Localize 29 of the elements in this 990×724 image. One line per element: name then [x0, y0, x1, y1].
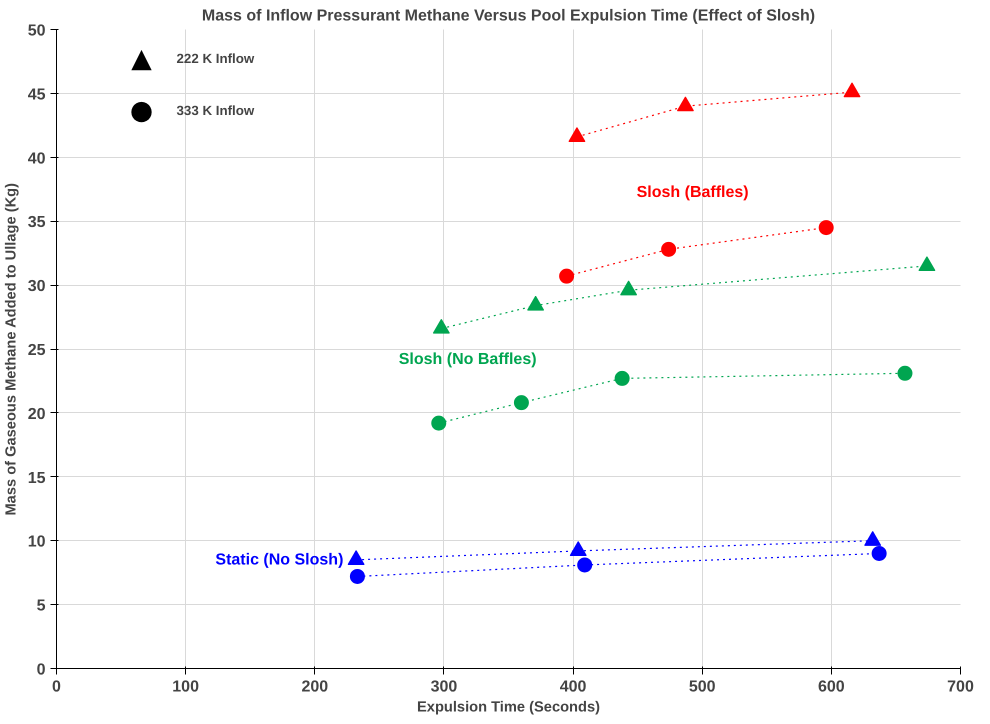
series-label: Static (No Slosh) [215, 551, 344, 568]
y-tick-label: 35 [28, 214, 46, 232]
x-tick-label: 700 [947, 678, 974, 696]
y-tick-label: 0 [36, 662, 46, 678]
series-label: Slosh (No Baffles) [398, 351, 537, 368]
x-tick-label: 500 [688, 678, 716, 696]
y-axis-title: Mass of Gaseous Methane Added to Ullage (Kg) [4, 182, 20, 516]
x-tick-label: 0 [52, 678, 62, 696]
x-tick-label: 400 [560, 678, 587, 696]
y-tick-label: 50 [28, 22, 46, 40]
y-tick-label: 30 [28, 278, 46, 296]
chart-title: Mass of Inflow Pressurant Methane Versus Pool Expulsion Time (Effect of Slosh) [202, 8, 816, 24]
y-tick-label: 5 [36, 598, 46, 615]
annotation: 222 K Inflow [176, 51, 255, 66]
y-tick-label: 45 [28, 86, 46, 104]
x-tick-label: 200 [301, 678, 328, 696]
annotation: ▲ [131, 43, 152, 74]
x-tick-label: 300 [430, 678, 458, 696]
x-axis-title: Expulsion Time (Seconds) [417, 700, 600, 716]
text: Slosh (Baffles) [636, 184, 749, 202]
y-tick-label: 20 [28, 406, 46, 423]
annotation: ● [130, 95, 154, 126]
y-tick-label: 15 [28, 470, 46, 487]
annotation: 333 K Inflow [176, 103, 255, 118]
y-tick-label: 25 [28, 342, 46, 359]
x-tick-label: 600 [818, 678, 845, 696]
y-tick-label: 10 [28, 534, 46, 551]
y-tick-label: 40 [28, 150, 46, 168]
x-tick-label: 100 [172, 678, 200, 696]
